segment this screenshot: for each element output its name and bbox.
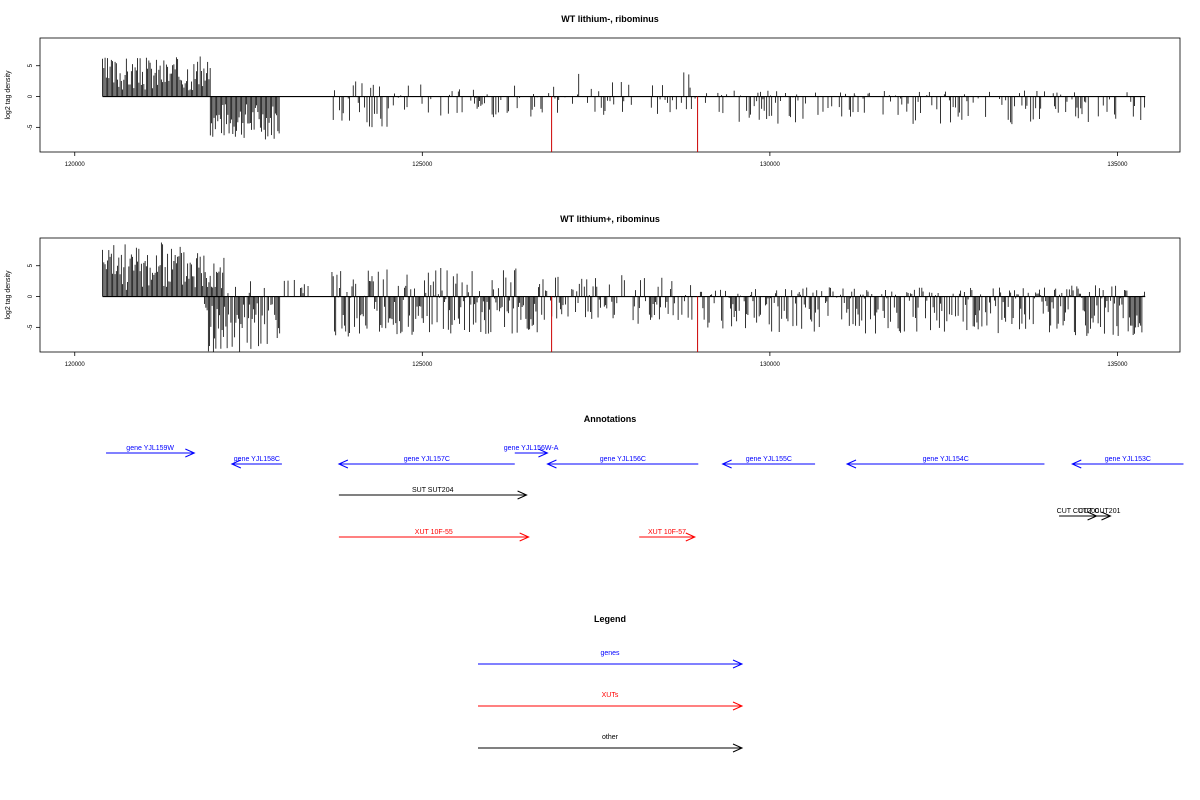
legend-item-xut: XUTs <box>478 692 744 711</box>
feature-arrowhead <box>517 490 528 500</box>
feature-gene: gene YJL156C <box>546 456 699 469</box>
feature-label: CUT CUT200 <box>1057 508 1099 515</box>
feature-label: gene YJL157C <box>404 456 450 463</box>
feature-label: gene YJL155C <box>746 456 792 463</box>
legend-label: other <box>602 734 619 741</box>
x-tick-label: 130000 <box>760 362 781 368</box>
feature-arrowhead <box>721 459 732 469</box>
panel-title: WT lithium+, ribominus <box>560 214 660 224</box>
feature-xut: XUT 10F-55 <box>338 529 530 542</box>
feature-label: gene YJL153C <box>1105 456 1151 463</box>
event-markers <box>551 96 699 152</box>
coverage-bars <box>102 242 1145 352</box>
feature-gene: gene YJL154C <box>845 456 1045 469</box>
feature-label: XUT 10F-57 <box>648 529 686 536</box>
x-tick-label: 125000 <box>412 362 433 368</box>
plot-frame <box>39 37 1181 153</box>
y-tick-label: 5 <box>28 263 34 267</box>
x-tick-label: 120000 <box>65 362 86 368</box>
legend-label: genes <box>600 650 620 657</box>
y-tick-label: 5 <box>28 63 34 67</box>
feature-label: gene YJL154C <box>923 456 969 463</box>
legend: Legend genes XUTs other <box>478 614 744 753</box>
legend-title: Legend <box>594 614 626 624</box>
feature-arrowhead <box>337 459 349 469</box>
track-panel-lithium-minus: WT lithium-, ribominus log2 tag density … <box>5 14 1181 168</box>
coverage-bars <box>102 56 1145 140</box>
feature-gene: gene YJL155C <box>721 456 816 469</box>
x-axis: 120000 125000 130000 135000 <box>65 352 1128 368</box>
legend-arrowhead <box>732 701 744 711</box>
legend-item-gene: genes <box>478 650 744 669</box>
legend-arrowhead <box>732 659 744 669</box>
plot-frame <box>39 237 1181 353</box>
feature-arrowhead <box>538 448 549 458</box>
y-tick-label: 0 <box>28 294 34 298</box>
feature-arrowhead <box>1071 459 1082 469</box>
feature-label: XUT 10F-55 <box>415 529 453 536</box>
x-tick-label: 120000 <box>65 162 86 168</box>
y-axis-label: log2 tag density <box>5 270 12 320</box>
legend-item-other: other <box>478 734 744 753</box>
track-panel-lithium-plus: WT lithium+, ribominus log2 tag density … <box>5 214 1181 368</box>
annotations-title: Annotations <box>584 414 637 424</box>
y-axis-label: log2 tag density <box>5 70 12 120</box>
feature-other: SUT SUT204 <box>338 487 528 500</box>
feature-arrowhead <box>546 459 557 469</box>
x-tick-label: 135000 <box>1107 362 1128 368</box>
feature-gene: gene YJL159W <box>106 445 196 458</box>
feature-arrowhead <box>185 448 196 458</box>
feature-other: CUT CUT201 <box>1078 508 1121 521</box>
legend-items: genes XUTs other <box>478 650 744 753</box>
feature-label: CUT CUT201 <box>1078 508 1120 515</box>
feature-arrowhead <box>685 532 697 542</box>
y-tick-label: 0 <box>28 94 34 98</box>
feature-xut: XUT 10F-57 <box>639 529 697 542</box>
feature-arrowhead <box>845 459 857 469</box>
feature-label: SUT SUT204 <box>412 487 454 494</box>
x-tick-label: 130000 <box>760 162 781 168</box>
feature-arrowhead <box>1101 511 1112 521</box>
feature-arrows: gene YJL159W gene YJL158C gene YJL157C gene… <box>106 445 1184 542</box>
legend-label: XUTs <box>602 692 619 699</box>
x-tick-label: 125000 <box>412 162 433 168</box>
feature-gene: gene YJL157C <box>337 456 515 469</box>
feature-label: gene YJL156W-A <box>504 445 559 452</box>
legend-arrowhead <box>732 743 744 753</box>
feature-label: gene YJL156C <box>600 456 646 463</box>
y-tick-label: -5 <box>28 324 34 330</box>
feature-label: gene YJL158C <box>234 456 280 463</box>
feature-label: gene YJL159W <box>126 445 174 452</box>
feature-gene: gene YJL158C <box>230 456 282 469</box>
y-axis: -5 0 5 <box>28 263 40 330</box>
x-tick-label: 135000 <box>1107 162 1128 168</box>
feature-arrowhead <box>230 459 242 469</box>
panel-title: WT lithium-, ribominus <box>561 14 659 24</box>
feature-gene: gene YJL156W-A <box>504 445 559 458</box>
feature-arrowhead <box>519 532 530 542</box>
y-axis: -5 0 5 <box>28 63 40 130</box>
x-axis: 120000 125000 130000 135000 <box>65 152 1128 168</box>
y-tick-label: -5 <box>28 124 34 130</box>
feature-gene: gene YJL153C <box>1071 456 1184 469</box>
event-markers <box>551 296 699 352</box>
